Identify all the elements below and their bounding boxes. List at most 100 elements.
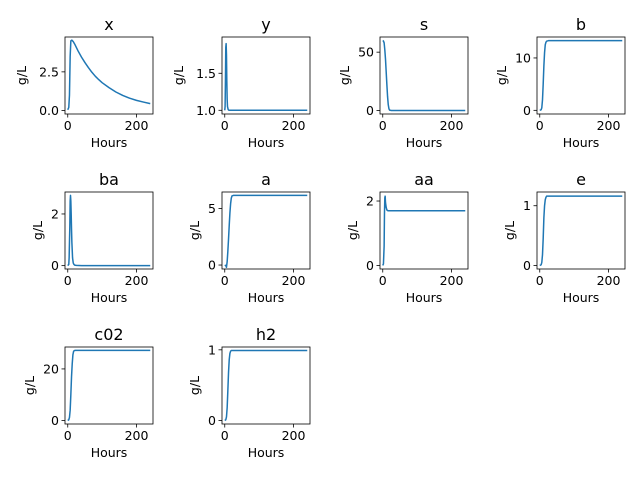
y-tick-label: 2 — [366, 194, 374, 209]
x-tick-label: 0 — [64, 428, 72, 443]
subplot-s: 0 200 0 50 s Hours g/L — [337, 15, 469, 150]
axes-frame — [64, 191, 154, 270]
y-tick-label: 0 — [523, 103, 531, 118]
x-axis-label: Hours — [406, 290, 443, 305]
subplot-title: aa — [414, 170, 434, 189]
y-tick-label: 0 — [366, 103, 374, 118]
y-tick-label: 2.5 — [39, 64, 59, 79]
subplot-title: ba — [99, 170, 119, 189]
y-axis-label: g/L — [345, 221, 360, 240]
y-tick-label: 1.5 — [196, 66, 216, 81]
x-axis-label: Hours — [91, 135, 128, 150]
axes-frame — [221, 36, 311, 115]
subplot-y: 0 200 1.0 1.5 y Hours g/L — [171, 15, 311, 150]
axes-frame — [379, 36, 469, 115]
y-axis-label: g/L — [187, 376, 202, 395]
subplot-c02: 0 200 0 20 c02 Hours g/L — [22, 325, 154, 460]
y-tick-label: 1 — [523, 198, 531, 213]
subplot-title: y — [261, 15, 270, 34]
y-axis-label: g/L — [337, 66, 352, 85]
axes-frame — [221, 191, 311, 270]
x-tick-label: 200 — [125, 428, 149, 443]
x-tick-label: 0 — [64, 118, 72, 133]
y-axis-label: g/L — [171, 66, 186, 85]
axes-frame — [64, 36, 154, 115]
subplot-title: e — [576, 170, 586, 189]
axes-frame — [379, 191, 469, 270]
axes-frame — [64, 346, 154, 425]
axes-frame — [536, 36, 626, 115]
x-axis-label: Hours — [248, 135, 285, 150]
y-tick-label: 50 — [358, 45, 374, 60]
x-axis-label: Hours — [563, 290, 600, 305]
x-tick-label: 200 — [282, 118, 306, 133]
y-tick-label: 0 — [366, 258, 374, 273]
subplot-e: 0 200 0 1 e Hours g/L — [502, 170, 626, 305]
x-tick-label: 0 — [64, 273, 72, 288]
y-axis-label: g/L — [22, 376, 37, 395]
y-axis-label: g/L — [30, 221, 45, 240]
series-line-aa — [382, 195, 466, 266]
series-line-x — [67, 39, 151, 111]
subplot-title: c02 — [94, 325, 123, 344]
series-line-ba — [67, 194, 151, 267]
x-tick-label: 200 — [125, 118, 149, 133]
x-tick-label: 200 — [440, 273, 464, 288]
subplot-title: s — [420, 15, 428, 34]
series-line-h2 — [224, 349, 308, 422]
x-tick-label: 200 — [597, 118, 621, 133]
series-line-e — [539, 195, 623, 267]
y-tick-label: 0 — [51, 413, 59, 428]
x-tick-label: 0 — [379, 118, 387, 133]
y-axis-label: g/L — [14, 66, 29, 85]
x-tick-label: 0 — [221, 273, 229, 288]
y-axis-label: g/L — [494, 66, 509, 85]
y-tick-label: 0 — [208, 258, 216, 273]
series-line-y — [224, 42, 308, 112]
y-tick-label: 10 — [515, 50, 531, 65]
y-tick-label: 20 — [43, 361, 59, 376]
x-axis-label: Hours — [91, 445, 128, 460]
subplot-a: 0 200 0 5 a Hours g/L — [187, 170, 311, 305]
series-line-a — [224, 194, 308, 269]
x-axis-label: Hours — [248, 445, 285, 460]
subplot-h2: 0 200 0 1 h2 Hours g/L — [187, 325, 311, 460]
x-axis-label: Hours — [248, 290, 285, 305]
subplot-title: x — [104, 15, 113, 34]
x-axis-label: Hours — [563, 135, 600, 150]
y-tick-label: 0.0 — [39, 103, 59, 118]
y-axis-label: g/L — [502, 221, 517, 240]
y-tick-label: 0 — [51, 258, 59, 273]
x-tick-label: 200 — [282, 273, 306, 288]
x-tick-label: 200 — [440, 118, 464, 133]
y-tick-label: 0 — [523, 258, 531, 273]
y-tick-label: 5 — [208, 201, 216, 216]
subplot-title: h2 — [256, 325, 276, 344]
axes-frame — [536, 191, 626, 270]
x-tick-label: 200 — [125, 273, 149, 288]
y-tick-label: 0 — [208, 413, 216, 428]
y-tick-label: 1.0 — [196, 103, 216, 118]
x-tick-label: 0 — [536, 273, 544, 288]
y-axis-label: g/L — [187, 221, 202, 240]
y-tick-label: 1 — [208, 342, 216, 357]
x-tick-label: 200 — [597, 273, 621, 288]
x-tick-label: 0 — [221, 118, 229, 133]
subplot-aa: 0 200 0 2 aa Hours g/L — [345, 170, 469, 305]
subplot-x: 0 200 0.0 2.5 x Hours g/L — [14, 15, 154, 150]
x-tick-label: 200 — [282, 428, 306, 443]
x-tick-label: 0 — [221, 428, 229, 443]
series-line-s — [382, 39, 466, 112]
series-line-b — [539, 39, 623, 112]
subplot-b: 0 200 0 10 b Hours g/L — [494, 15, 626, 150]
x-axis-label: Hours — [91, 290, 128, 305]
subplot-ba: 0 200 0 2 ba Hours g/L — [30, 170, 154, 305]
axes-frame — [221, 346, 311, 425]
y-tick-label: 2 — [51, 206, 59, 221]
subplot-title: b — [576, 15, 586, 34]
x-axis-label: Hours — [406, 135, 443, 150]
subplot-title: a — [261, 170, 271, 189]
x-tick-label: 0 — [536, 118, 544, 133]
x-tick-label: 0 — [379, 273, 387, 288]
